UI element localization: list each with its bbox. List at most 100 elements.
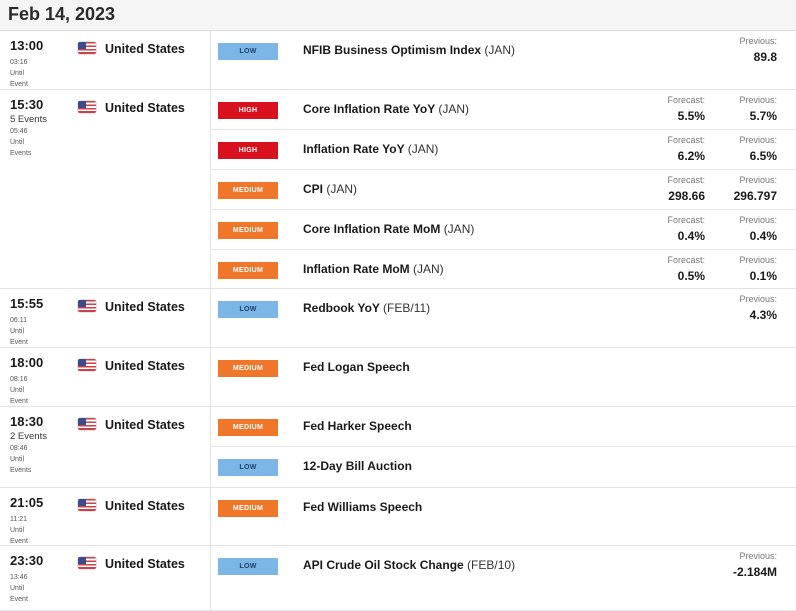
- country-name: United States: [105, 418, 185, 432]
- event-group: 15:55 06:11 Until Event United States LOW Redb…: [0, 289, 796, 348]
- event-title: Core Inflation Rate MoM: [303, 222, 441, 236]
- countdown-line: 08:16: [10, 376, 28, 383]
- countdown-line: Event: [10, 538, 28, 545]
- event-period: (JAN): [438, 102, 470, 116]
- forecast-value: 6.2%: [677, 149, 705, 163]
- column-divider: [210, 488, 211, 545]
- previous-label: Previous:: [739, 255, 777, 265]
- countdown-line: 06:11: [10, 317, 27, 324]
- event-period: (JAN): [443, 222, 475, 236]
- previous-value: 0.4%: [749, 229, 777, 243]
- event-row[interactable]: MEDIUM CPI (JAN) Forecast: 298.66 Previous: 2…: [211, 170, 796, 210]
- event-row[interactable]: MEDIUM Inflation Rate MoM (JAN) Forecast: 0…: [211, 250, 796, 290]
- event-name[interactable]: Redbook YoY (FEB/11): [303, 301, 430, 315]
- forecast-label: Forecast:: [667, 255, 705, 265]
- event-name[interactable]: Core Inflation Rate MoM (JAN): [303, 222, 474, 236]
- impact-badge-medium: MEDIUM: [218, 419, 278, 436]
- previous-label: Previous:: [739, 294, 777, 304]
- event-group: 21:05 11:21 Until Event United States MEDIUM F…: [0, 488, 796, 546]
- event-name[interactable]: Core Inflation Rate YoY (JAN): [303, 102, 469, 116]
- countdown-line: 03:16: [10, 59, 28, 66]
- countdown: 08:46 Until Events: [10, 443, 31, 476]
- row-separator: [211, 446, 796, 447]
- us-flag-icon: [78, 42, 96, 54]
- event-group: 15:30 5 Events 05:46 Until Events United Stat…: [0, 90, 796, 289]
- event-row[interactable]: LOW 12-Day Bill Auction: [211, 447, 796, 487]
- previous-label: Previous:: [739, 135, 777, 145]
- row-separator: [211, 129, 796, 130]
- countdown-line: Event: [10, 81, 28, 88]
- event-title: API Crude Oil Stock Change: [303, 558, 464, 572]
- row-separator: [211, 249, 796, 250]
- event-name[interactable]: Fed Harker Speech: [303, 419, 412, 433]
- event-row[interactable]: HIGH Core Inflation Rate YoY (JAN) Forecas…: [211, 90, 796, 130]
- previous-block: Previous: 0.1%: [707, 255, 777, 283]
- event-time: 23:30: [10, 553, 44, 568]
- forecast-label: Forecast:: [667, 95, 705, 105]
- event-name[interactable]: Inflation Rate YoY (JAN): [303, 142, 438, 156]
- event-row[interactable]: MEDIUM Fed Harker Speech: [211, 407, 796, 447]
- previous-value: 6.5%: [749, 149, 777, 163]
- event-name[interactable]: Fed Williams Speech: [303, 500, 422, 514]
- event-row[interactable]: MEDIUM Fed Logan Speech: [211, 348, 796, 388]
- event-row[interactable]: LOW NFIB Business Optimism Index (JAN) Pre…: [211, 31, 796, 71]
- row-separator: [211, 209, 796, 210]
- us-flag-icon: [78, 359, 96, 371]
- event-title: CPI: [303, 182, 324, 196]
- impact-badge-high: HIGH: [218, 102, 278, 119]
- event-period: (FEB/10): [467, 558, 516, 572]
- impact-badge-low: LOW: [218, 459, 278, 476]
- event-name[interactable]: 12-Day Bill Auction: [303, 459, 412, 473]
- forecast-label: Forecast:: [667, 175, 705, 185]
- countdown-line: Until: [10, 387, 25, 394]
- countdown-line: Events: [10, 150, 32, 157]
- forecast-block: Forecast: 298.66: [635, 175, 705, 203]
- countdown-line: Event: [10, 398, 28, 405]
- event-name[interactable]: Fed Logan Speech: [303, 360, 410, 374]
- forecast-block: Forecast: 5.5%: [635, 95, 705, 123]
- event-period: (FEB/11): [383, 301, 431, 315]
- event-name[interactable]: CPI (JAN): [303, 182, 357, 196]
- event-title: NFIB Business Optimism Index: [303, 43, 482, 57]
- country-name: United States: [105, 359, 185, 373]
- event-time: 18:00: [10, 355, 44, 370]
- event-title: Fed Logan Speech: [303, 360, 410, 374]
- forecast-value: 5.5%: [677, 109, 705, 123]
- countdown-line: 05:46: [10, 128, 28, 135]
- us-flag-icon: [78, 418, 96, 430]
- forecast-value: 0.4%: [677, 229, 705, 243]
- event-row[interactable]: LOW API Crude Oil Stock Change (FEB/10) Pr…: [211, 546, 796, 586]
- event-row[interactable]: MEDIUM Core Inflation Rate MoM (JAN) Forec…: [211, 210, 796, 250]
- forecast-label: Forecast:: [667, 135, 705, 145]
- previous-block: Previous: 6.5%: [707, 135, 777, 163]
- event-group: 13:00 03:16 Until Event United States LOW NFIB…: [0, 31, 796, 90]
- us-flag-icon: [78, 101, 96, 113]
- event-time: 18:30: [10, 414, 44, 429]
- previous-value: 4.3%: [749, 308, 777, 322]
- previous-label: Previous:: [739, 36, 777, 46]
- previous-block: Previous: 5.7%: [707, 95, 777, 123]
- impact-badge-low: LOW: [218, 43, 278, 60]
- column-divider: [210, 31, 211, 89]
- impact-badge-medium: MEDIUM: [218, 262, 278, 279]
- event-name[interactable]: NFIB Business Optimism Index (JAN): [303, 43, 515, 57]
- column-divider: [210, 407, 211, 487]
- event-row[interactable]: MEDIUM Fed Williams Speech: [211, 488, 796, 528]
- previous-block: Previous: 89.8: [707, 36, 777, 64]
- event-period: (JAN): [326, 182, 358, 196]
- countdown-line: Until: [10, 527, 25, 534]
- event-name[interactable]: Inflation Rate MoM (JAN): [303, 262, 444, 276]
- event-name[interactable]: API Crude Oil Stock Change (FEB/10): [303, 558, 515, 572]
- event-title: Inflation Rate MoM: [303, 262, 410, 276]
- event-row[interactable]: LOW Redbook YoY (FEB/11) Previous: 4.3%: [211, 289, 796, 329]
- impact-badge-medium: MEDIUM: [218, 222, 278, 239]
- countdown-line: Events: [10, 467, 32, 474]
- impact-badge-medium: MEDIUM: [218, 360, 278, 377]
- countdown: 11:21 Until Event: [10, 514, 28, 547]
- event-title: Fed Williams Speech: [303, 500, 423, 514]
- event-row[interactable]: HIGH Inflation Rate YoY (JAN) Forecast: 6.2…: [211, 130, 796, 170]
- event-group: 18:30 2 Events 08:46 Until Events United Stat…: [0, 407, 796, 488]
- country-name: United States: [105, 42, 185, 56]
- impact-badge-high: HIGH: [218, 142, 278, 159]
- previous-block: Previous: -2.184M: [707, 551, 777, 579]
